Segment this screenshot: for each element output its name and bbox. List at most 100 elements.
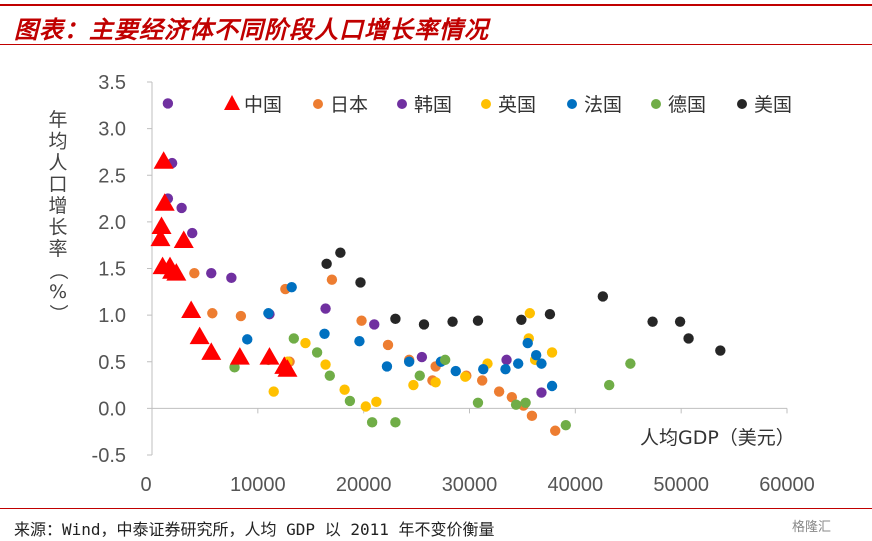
data-point [390, 417, 401, 428]
x-tick-label: 10000 [230, 474, 286, 496]
y-axis-label-char: 人 [48, 152, 67, 174]
data-point [501, 354, 512, 366]
data-point [472, 397, 484, 408]
data-point [439, 354, 451, 366]
x-axis-label: 人均GDP（美元） [640, 427, 795, 449]
legend-label: 韩国 [414, 94, 452, 116]
data-point [162, 98, 174, 109]
plot-area [150, 98, 726, 436]
title-rule-top [0, 4, 872, 6]
data-point [242, 334, 253, 345]
data-point [477, 375, 488, 386]
legend-item: 德国 [651, 94, 706, 116]
chart-axes: 3.5 3.0 2.5 2.0 1.5 1.0 0.5 0.0 -0.5 0 10000 20000 3… [92, 72, 815, 496]
legend-marker [481, 99, 491, 109]
legend-label: 中国 [244, 94, 282, 116]
title-bar: 图表：主要经济体不同阶段人口增长率情况 [0, 0, 872, 45]
data-point [472, 315, 484, 326]
x-tick-label: 0 [140, 474, 151, 496]
data-point [360, 401, 371, 412]
y-tick-label: 2.0 [98, 212, 126, 234]
y-axis-label-char: （ [47, 261, 69, 280]
data-point [536, 387, 547, 398]
data-point [536, 358, 547, 369]
data-point [604, 379, 615, 391]
data-point-triangle [166, 263, 187, 281]
data-point [390, 313, 401, 325]
data-point-triangle [201, 342, 222, 360]
data-point [206, 267, 217, 279]
data-point [324, 370, 335, 381]
legend-item: 法国 [567, 94, 622, 116]
data-point [414, 370, 425, 381]
data-point [320, 303, 331, 314]
legend-marker [737, 99, 747, 109]
data-point [189, 267, 200, 279]
data-point [355, 277, 366, 288]
legend-label: 英国 [498, 94, 536, 116]
data-point-triangle [154, 193, 175, 211]
y-axis-label-char: 增 [48, 195, 67, 217]
data-point [418, 319, 430, 330]
series-韩国 [162, 98, 547, 398]
data-point [550, 425, 561, 436]
data-point [335, 247, 346, 258]
data-point [326, 274, 338, 285]
y-axis-label-char: 长 [48, 217, 67, 239]
data-point [354, 336, 365, 347]
y-axis-label-char: 口 [48, 174, 67, 196]
y-axis-label-char: 年 [48, 109, 67, 131]
data-point [408, 379, 419, 391]
data-point-triangle [181, 300, 202, 318]
data-point [344, 395, 356, 407]
footer-rule [0, 508, 872, 509]
data-point [229, 362, 240, 373]
data-point [268, 386, 279, 397]
legend-label: 日本 [330, 94, 368, 116]
data-point-triangle [173, 230, 194, 249]
legend-item: 英国 [481, 94, 536, 116]
data-point [683, 333, 694, 344]
data-point [382, 339, 394, 351]
y-axis-label-char: ） [47, 304, 69, 323]
data-point [510, 399, 522, 410]
x-tick-label: 20000 [336, 474, 392, 496]
data-point [339, 384, 350, 395]
data-point [381, 361, 393, 372]
scatter-chart: 3.5 3.0 2.5 2.0 1.5 1.0 0.5 0.0 -0.5 0 10000 20000 3… [47, 72, 815, 496]
data-point [516, 314, 527, 325]
data-point-triangle [151, 216, 172, 235]
legend-label: 德国 [668, 94, 706, 116]
data-point [524, 308, 536, 319]
data-point [288, 333, 300, 344]
legend-label: 法国 [584, 94, 622, 116]
legend-item: 中国 [224, 94, 282, 116]
data-point [403, 356, 415, 367]
x-axis-label-group: 人均GDP（美元） [640, 427, 795, 449]
data-point [447, 316, 458, 327]
data-point [416, 351, 428, 363]
data-point [647, 316, 658, 327]
data-point-triangle [259, 347, 280, 365]
y-axis-label-char: 均 [48, 131, 67, 153]
x-tick-label: 30000 [442, 474, 498, 496]
data-point [366, 417, 378, 428]
series-美国 [321, 247, 726, 356]
y-tick-label: 1.5 [98, 259, 126, 281]
data-point [187, 227, 198, 239]
legend-marker-triangle [224, 95, 240, 110]
data-point [319, 328, 330, 339]
data-point [176, 202, 187, 214]
y-tick-label: 3.0 [98, 119, 126, 141]
data-point [450, 365, 461, 377]
legend-marker [567, 99, 577, 109]
data-point [530, 350, 542, 361]
series-中国 [150, 151, 298, 377]
legend-item: 日本 [313, 94, 368, 116]
data-point [207, 308, 218, 319]
data-point [263, 308, 274, 319]
data-point-triangle [189, 326, 210, 345]
y-tick-label: 3.5 [98, 72, 126, 94]
data-point [460, 371, 471, 382]
